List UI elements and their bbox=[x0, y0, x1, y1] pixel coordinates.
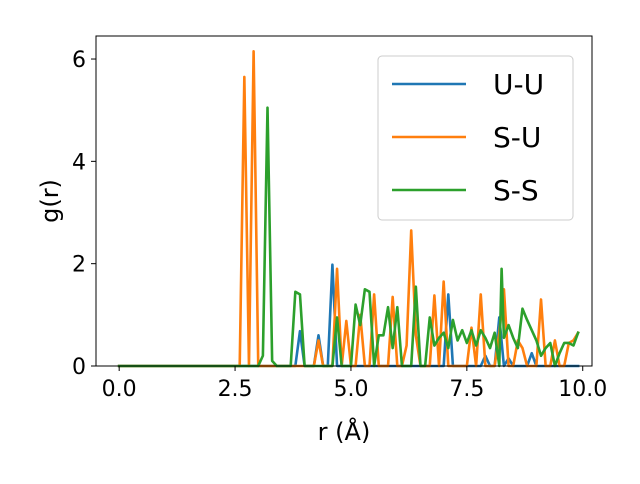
x-tick-label: 0.0 bbox=[102, 377, 137, 402]
y-axis-label: g(r) bbox=[36, 179, 64, 223]
legend-label-u-u: U-U bbox=[493, 68, 544, 101]
x-tick-label: 2.5 bbox=[218, 377, 253, 402]
axes-frame bbox=[95, 35, 593, 367]
legend-label-s-u: S-U bbox=[493, 121, 541, 154]
legend: U-U S-U S-S bbox=[377, 55, 574, 221]
y-tick-label: 4 bbox=[72, 150, 86, 175]
x-tick-label: 10.0 bbox=[558, 377, 607, 402]
y-tick-label: 6 bbox=[72, 48, 86, 73]
y-axis-ticks: 0 2 4 6 bbox=[72, 48, 96, 380]
series-line-s-s bbox=[117, 106, 580, 368]
y-tick-label: 2 bbox=[72, 253, 86, 278]
x-axis-ticks: 0.0 2.5 5.0 7.5 10.0 bbox=[102, 366, 607, 402]
legend-label-s-s: S-S bbox=[493, 174, 539, 207]
y-tick-label: 0 bbox=[72, 355, 86, 380]
x-tick-label: 7.5 bbox=[449, 377, 484, 402]
x-axis-label: r (Å) bbox=[318, 417, 371, 446]
x-tick-label: 5.0 bbox=[333, 377, 368, 402]
legend-box bbox=[377, 55, 574, 221]
